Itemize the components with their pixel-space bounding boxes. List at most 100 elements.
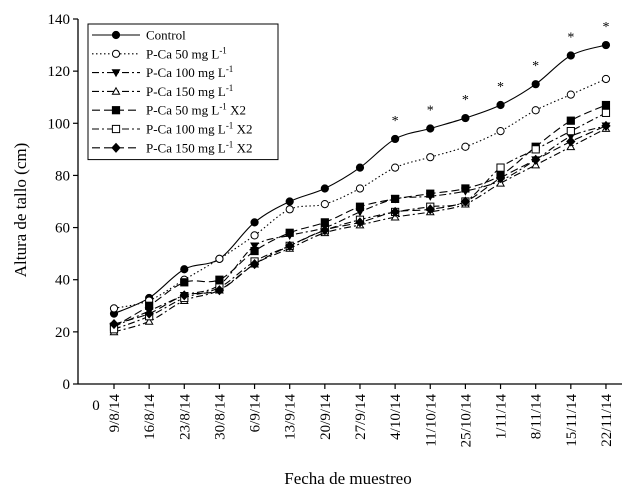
data-point xyxy=(391,163,400,172)
data-point xyxy=(285,240,295,251)
significance-star: * xyxy=(462,93,469,108)
x-tick-label: 13/9/14 xyxy=(283,394,299,440)
data-point xyxy=(496,100,505,110)
x-tick-label: 20/9/14 xyxy=(318,394,334,440)
legend-marker xyxy=(111,49,121,58)
data-point xyxy=(250,246,259,256)
data-point xyxy=(214,285,225,296)
legend-entry: P-Ca 50 mg L-1 X2 xyxy=(92,102,246,118)
legend-marker xyxy=(111,30,121,40)
legend-label: Control xyxy=(146,28,186,43)
data-point xyxy=(179,290,189,301)
legend-box xyxy=(87,23,279,161)
y-tick-label: 20 xyxy=(55,325,70,341)
series-line xyxy=(113,78,607,309)
data-point xyxy=(495,172,506,184)
x-tick-label: 23/8/14 xyxy=(177,394,193,440)
significance-star: * xyxy=(427,104,434,119)
legend-label: P-Ca 50 mg L-1 xyxy=(146,45,227,61)
legend: Control P-Ca 50 mg L-1 P-Ca 100 mg L-1 P-Ca… xyxy=(87,23,279,161)
x-tick-label: 9/8/14 xyxy=(107,394,123,433)
legend-entry: P-Ca 50 mg L-1 xyxy=(92,45,227,61)
significance-star: * xyxy=(567,31,574,46)
data-point xyxy=(426,153,435,162)
data-point xyxy=(601,100,611,110)
data-point xyxy=(426,189,435,198)
data-point xyxy=(109,318,119,330)
data-point xyxy=(425,204,435,215)
x-origin-label: 0 xyxy=(92,398,100,414)
data-point xyxy=(320,225,330,236)
data-point xyxy=(391,194,400,203)
x-tick-label: 6/9/14 xyxy=(248,394,264,433)
data-point xyxy=(249,259,260,270)
significance-star: * xyxy=(392,114,399,129)
data-point xyxy=(461,142,470,151)
data-point xyxy=(601,120,611,131)
legend-label: P-Ca 100 mg L-1 xyxy=(146,64,233,80)
y-tick-label: 40 xyxy=(55,273,70,289)
data-point xyxy=(496,127,505,136)
data-point xyxy=(250,242,260,251)
data-point xyxy=(461,184,470,193)
data-point xyxy=(355,217,365,228)
data-point xyxy=(144,308,154,319)
data-point xyxy=(426,124,435,133)
data-point xyxy=(320,218,329,227)
x-tick-label: 11/10/14 xyxy=(423,394,439,447)
series-layer xyxy=(109,40,611,336)
data-point xyxy=(531,106,540,115)
y-tick-label: 80 xyxy=(55,168,70,184)
x-tick-label: 27/9/14 xyxy=(353,394,369,440)
data-point xyxy=(531,145,540,154)
data-point xyxy=(391,134,400,144)
data-point xyxy=(109,304,119,313)
data-point xyxy=(250,231,259,240)
data-point xyxy=(566,90,575,99)
legend-label: P-Ca 50 mg L-1 X2 xyxy=(146,102,246,118)
legend-entry: P-Ca 100 mg L-1 xyxy=(92,64,233,80)
data-point xyxy=(461,113,470,123)
data-point xyxy=(566,51,575,60)
x-tick-label: 22/11/14 xyxy=(599,394,615,447)
series-7 xyxy=(109,120,611,330)
data-point xyxy=(566,127,575,136)
data-point xyxy=(285,205,294,214)
legend-marker xyxy=(111,142,121,153)
significance-star: * xyxy=(602,20,609,35)
data-point xyxy=(180,278,189,287)
data-point xyxy=(145,301,154,310)
legend-entry: Control xyxy=(92,28,186,43)
data-point xyxy=(144,316,154,325)
data-point xyxy=(531,80,540,89)
y-axis-title: Altura de tallo (cm) xyxy=(11,143,30,278)
legend-marker xyxy=(111,86,121,95)
data-point xyxy=(320,200,329,209)
series-line xyxy=(113,125,607,328)
data-point xyxy=(355,163,365,172)
legend-label: P-Ca 150 mg L-1 X2 xyxy=(146,139,252,155)
y-tick-label: 120 xyxy=(48,64,71,80)
data-point xyxy=(320,184,329,193)
data-point xyxy=(601,108,611,117)
data-point xyxy=(215,254,224,263)
y-tick-label: 140 xyxy=(48,12,71,28)
data-point xyxy=(566,116,575,125)
data-point xyxy=(285,228,294,237)
legend-marker xyxy=(111,106,121,115)
data-point xyxy=(355,202,365,211)
y-tick-label: 60 xyxy=(55,221,70,237)
y-tick-label: 0 xyxy=(63,377,71,393)
data-point xyxy=(390,206,400,217)
x-tick-label: 15/11/14 xyxy=(564,394,580,447)
axes: 0 20 40 60 80 100 120 140 0 9/8/14 16/8/14 23/8/14 3… xyxy=(48,12,622,447)
legend-entry: P-Ca 150 mg L-1 X2 xyxy=(92,139,252,155)
data-point xyxy=(601,74,611,84)
data-point xyxy=(215,275,224,284)
series-2 xyxy=(109,74,611,313)
data-point xyxy=(496,163,505,172)
legend-label: P-Ca 100 mg L-1 X2 xyxy=(146,121,252,137)
significance-star: * xyxy=(532,59,539,74)
data-point xyxy=(531,154,541,165)
significance-markers: * * * * * * * xyxy=(392,20,610,129)
